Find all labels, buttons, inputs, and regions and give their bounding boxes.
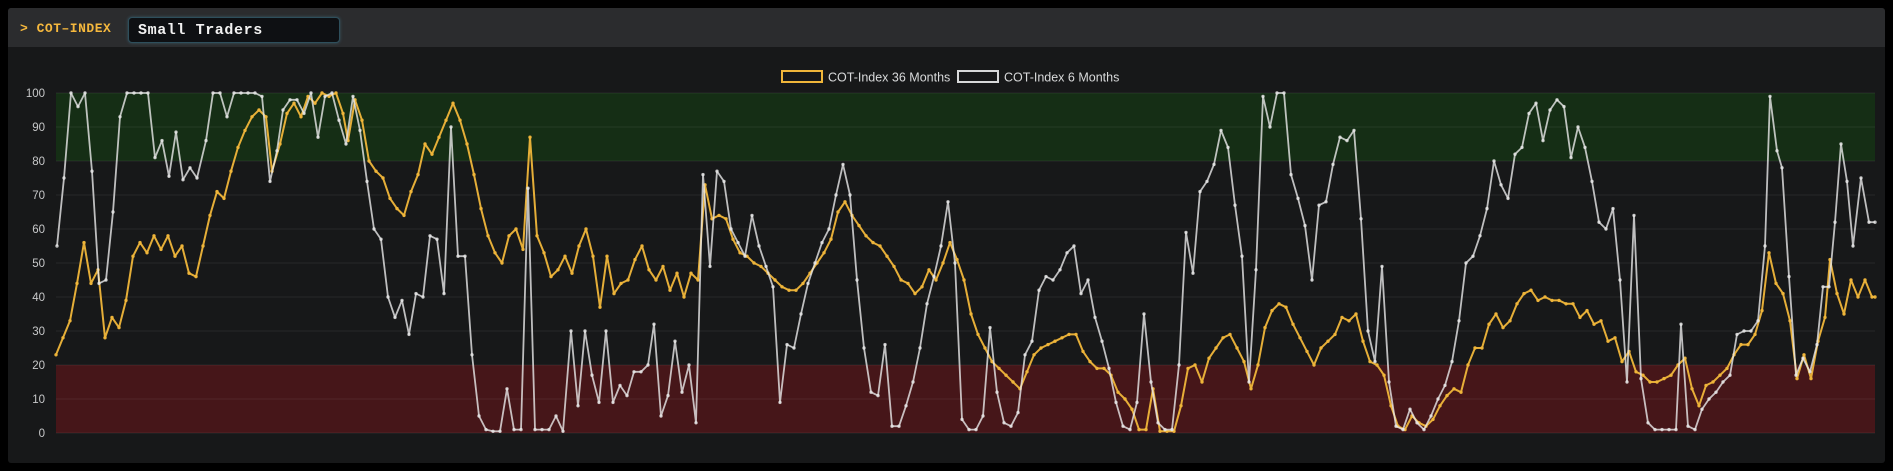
- svg-text:50: 50: [32, 258, 45, 270]
- svg-text:0: 0: [39, 428, 45, 440]
- svg-text:90: 90: [32, 122, 45, 134]
- svg-text:10: 10: [32, 394, 45, 406]
- svg-text:60: 60: [32, 224, 45, 236]
- svg-text:80: 80: [32, 156, 45, 168]
- svg-text:COT-Index 36 Months: COT-Index 36 Months: [828, 71, 950, 85]
- svg-text:40: 40: [32, 292, 45, 304]
- svg-text:70: 70: [32, 190, 45, 202]
- svg-text:100: 100: [26, 88, 45, 100]
- svg-text:30: 30: [32, 326, 45, 338]
- svg-text:20: 20: [32, 360, 45, 372]
- svg-text:COT-Index 6 Months: COT-Index 6 Months: [1004, 71, 1119, 85]
